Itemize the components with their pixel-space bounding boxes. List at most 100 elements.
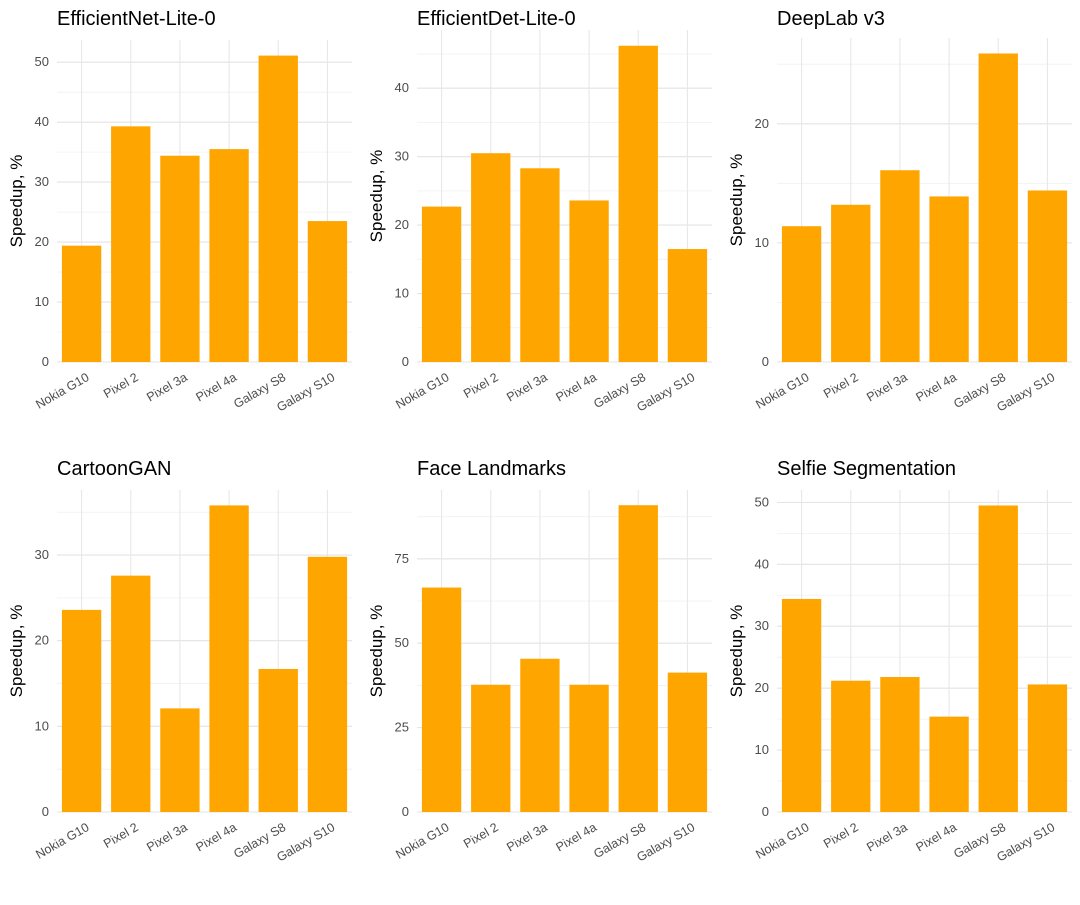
y-tick-label: 0 — [42, 804, 49, 819]
x-tick-label: Nokia G10 — [393, 820, 451, 862]
bar-galaxy-s8 — [978, 505, 1018, 812]
x-tick-label: Pixel 3a — [504, 820, 550, 854]
y-tick-label: 40 — [35, 114, 49, 129]
bar-galaxy-s10 — [1027, 190, 1068, 362]
y-tick-label: 10 — [35, 294, 49, 309]
y-tick-label: 30 — [35, 547, 49, 562]
bar-pixel-2 — [471, 153, 511, 362]
x-tick-label: Pixel 2 — [821, 820, 861, 851]
y-axis-label: Speedup, % — [7, 155, 26, 248]
bar-nokia-g10 — [61, 609, 102, 812]
y-tick-label: 0 — [762, 354, 769, 369]
y-tick-label: 30 — [35, 174, 49, 189]
x-tick-label: Pixel 3a — [864, 820, 910, 854]
y-tick-label: 0 — [402, 804, 409, 819]
bar-pixel-2 — [111, 126, 151, 362]
y-axis-label: Speedup, % — [367, 150, 386, 243]
x-tick-label: Nokia G10 — [33, 370, 91, 412]
bar-pixel-4a — [929, 196, 969, 362]
bar-nokia-g10 — [61, 245, 102, 362]
bar-pixel-2 — [471, 684, 511, 812]
bar-galaxy-s10 — [667, 672, 708, 812]
y-tick-label: 0 — [42, 354, 49, 369]
y-tick-label: 50 — [755, 494, 769, 509]
bar-nokia-g10 — [421, 206, 462, 362]
y-tick-label: 50 — [35, 54, 49, 69]
y-tick-label: 0 — [762, 804, 769, 819]
bar-nokia-g10 — [781, 226, 822, 362]
y-tick-label: 75 — [395, 551, 409, 566]
bar-galaxy-s8 — [258, 55, 298, 362]
bar-galaxy-s10 — [667, 249, 708, 362]
chart-title: DeepLab v3 — [777, 8, 885, 30]
bar-pixel-3a — [880, 170, 920, 362]
y-tick-label: 10 — [755, 235, 769, 250]
bar-galaxy-s8 — [618, 45, 658, 363]
x-tick-label: Nokia G10 — [753, 820, 811, 862]
x-tick-label: Nokia G10 — [393, 370, 451, 412]
x-tick-label: Pixel 3a — [504, 370, 550, 404]
bar-galaxy-s10 — [1027, 684, 1068, 812]
chart-title: EfficientDet-Lite-0 — [417, 8, 576, 30]
y-tick-label: 50 — [395, 635, 409, 650]
bar-galaxy-s8 — [618, 505, 658, 812]
y-tick-label: 20 — [35, 633, 49, 648]
y-tick-label: 10 — [395, 286, 409, 301]
y-tick-label: 20 — [755, 116, 769, 131]
bar-galaxy-s10 — [307, 556, 348, 812]
x-tick-label: Nokia G10 — [753, 370, 811, 412]
x-tick-label: Pixel 2 — [821, 370, 861, 401]
bar-pixel-3a — [520, 658, 560, 812]
bar-pixel-2 — [831, 680, 871, 812]
bar-pixel-3a — [880, 677, 920, 812]
bar-pixel-4a — [209, 505, 249, 812]
y-tick-label: 0 — [402, 354, 409, 369]
chart-title: EfficientNet-Lite-0 — [57, 8, 216, 30]
x-tick-label: Pixel 2 — [101, 370, 141, 401]
y-tick-label: 20 — [35, 234, 49, 249]
x-tick-label: Pixel 2 — [461, 820, 501, 851]
bar-nokia-g10 — [781, 598, 822, 812]
chart-title: Selfie Segmentation — [777, 458, 956, 480]
y-tick-label: 10 — [35, 718, 49, 733]
y-tick-label: 20 — [755, 680, 769, 695]
bar-galaxy-s8 — [258, 668, 298, 812]
y-tick-label: 20 — [395, 217, 409, 232]
y-tick-label: 30 — [395, 149, 409, 164]
bar-pixel-4a — [569, 200, 609, 362]
y-axis-label: Speedup, % — [7, 605, 26, 698]
y-axis-label: Speedup, % — [727, 605, 746, 698]
x-tick-label: Nokia G10 — [33, 820, 91, 862]
bar-pixel-3a — [160, 155, 200, 362]
bar-pixel-3a — [520, 168, 560, 362]
x-tick-label: Pixel 3a — [144, 370, 190, 404]
bar-galaxy-s10 — [307, 221, 348, 362]
y-tick-label: 30 — [755, 618, 769, 633]
chart-title: CartoonGAN — [57, 458, 172, 480]
chart-title: Face Landmarks — [417, 458, 566, 480]
y-tick-label: 10 — [755, 742, 769, 757]
bar-pixel-2 — [831, 204, 871, 362]
y-tick-label: 40 — [395, 80, 409, 95]
bar-pixel-4a — [569, 684, 609, 812]
x-tick-label: Pixel 2 — [461, 370, 501, 401]
bar-pixel-2 — [111, 575, 151, 812]
y-tick-label: 40 — [755, 556, 769, 571]
x-tick-label: Pixel 3a — [864, 370, 910, 404]
bar-pixel-4a — [209, 149, 249, 362]
x-tick-label: Pixel 3a — [144, 820, 190, 854]
bar-pixel-3a — [160, 708, 200, 812]
x-tick-label: Pixel 2 — [101, 820, 141, 851]
y-axis-label: Speedup, % — [727, 154, 746, 247]
bar-galaxy-s8 — [978, 53, 1018, 363]
bar-pixel-4a — [929, 716, 969, 812]
y-axis-label: Speedup, % — [367, 605, 386, 698]
